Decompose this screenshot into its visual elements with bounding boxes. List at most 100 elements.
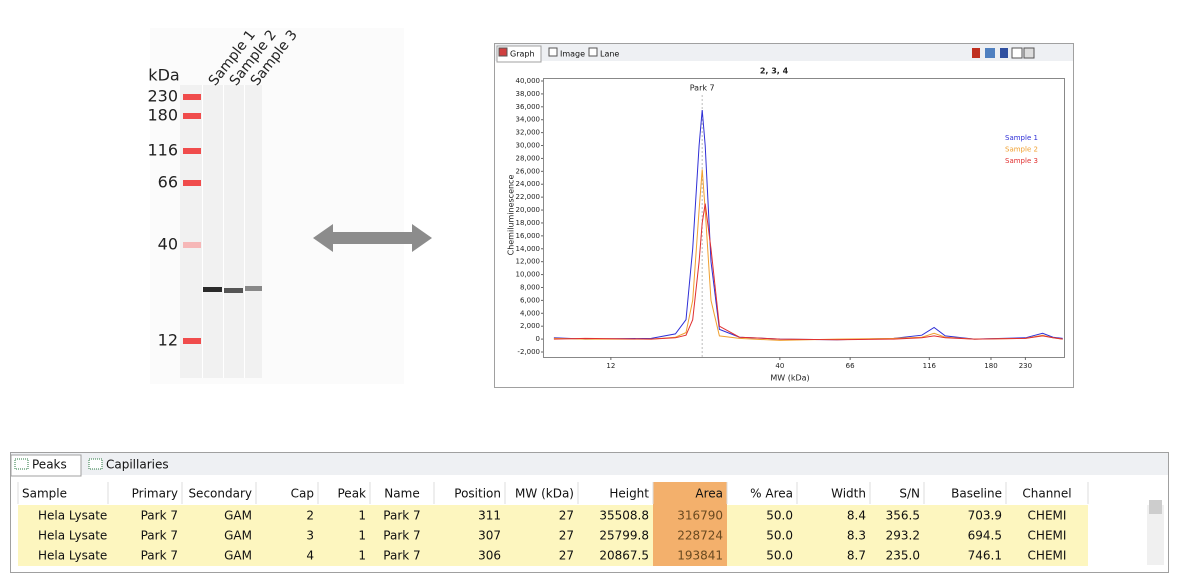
cell: Park 7 bbox=[141, 529, 178, 543]
tab-icon[interactable] bbox=[88, 458, 103, 470]
cell: Park 7 bbox=[141, 509, 178, 523]
cell: 27 bbox=[559, 509, 574, 523]
legend-entry: Sample 1 bbox=[1005, 134, 1038, 142]
column-header[interactable]: Width bbox=[831, 487, 866, 501]
y-axis-label: Chemiluminescence bbox=[507, 175, 516, 256]
tab[interactable]: Capillaries bbox=[106, 458, 169, 472]
column-header[interactable]: Peak bbox=[338, 487, 367, 501]
band bbox=[203, 287, 222, 292]
cell: 1 bbox=[358, 529, 366, 543]
y-tick-label: 10,000 bbox=[516, 271, 541, 279]
cell: GAM bbox=[224, 549, 252, 563]
y-tick-label: 2,000 bbox=[520, 322, 540, 330]
x-tick-label: 66 bbox=[846, 362, 855, 370]
column-header[interactable]: MW (kDa) bbox=[515, 487, 574, 501]
row-background bbox=[18, 505, 1088, 566]
cell: Park 7 bbox=[383, 509, 420, 523]
cell: 50.0 bbox=[766, 529, 793, 543]
cell: 1 bbox=[358, 549, 366, 563]
cell: 1 bbox=[358, 509, 366, 523]
cell: 4 bbox=[306, 549, 314, 563]
marker-label: 230 bbox=[147, 87, 178, 106]
cell: 3 bbox=[306, 529, 314, 543]
column-header[interactable]: Cap bbox=[291, 487, 314, 501]
y-tick-label: 8,000 bbox=[520, 283, 540, 291]
y-tick-label: 22,000 bbox=[516, 193, 541, 201]
y-tick-label: 6,000 bbox=[520, 296, 540, 304]
scroll-thumb[interactable] bbox=[1149, 500, 1162, 514]
column-header[interactable]: Position bbox=[454, 487, 501, 501]
cell: 228724 bbox=[677, 529, 723, 543]
column-header[interactable]: Area bbox=[695, 487, 723, 501]
marker-band bbox=[183, 113, 201, 119]
y-tick-label: -2,000 bbox=[517, 348, 540, 356]
x-tick-label: 40 bbox=[775, 362, 784, 370]
toolbar-icon[interactable] bbox=[972, 48, 980, 58]
toolbar-icon[interactable] bbox=[985, 48, 995, 58]
tab[interactable]: Lane bbox=[600, 50, 619, 59]
tab-icon[interactable] bbox=[14, 458, 29, 470]
cell: CHEMI bbox=[1028, 509, 1067, 523]
cell: 20867.5 bbox=[599, 549, 649, 563]
cell: CHEMI bbox=[1028, 549, 1067, 563]
cell: 235.0 bbox=[886, 549, 920, 563]
tab-icon[interactable] bbox=[588, 47, 598, 57]
lane-divider bbox=[244, 85, 245, 378]
marker-band bbox=[183, 338, 201, 344]
band bbox=[224, 288, 243, 293]
cell: 316790 bbox=[677, 509, 723, 523]
cell: 311 bbox=[478, 509, 501, 523]
cell: 8.3 bbox=[847, 529, 866, 543]
y-tick-label: 26,000 bbox=[516, 167, 541, 175]
legend-entry: Sample 2 bbox=[1005, 146, 1038, 154]
y-tick-label: 20,000 bbox=[516, 206, 541, 214]
y-tick-label: 38,000 bbox=[516, 90, 541, 98]
column-header[interactable]: % Area bbox=[750, 487, 793, 501]
cell: GAM bbox=[224, 529, 252, 543]
scrollbar[interactable] bbox=[1147, 505, 1164, 565]
cell: 293.2 bbox=[886, 529, 920, 543]
column-header[interactable]: Secondary bbox=[188, 487, 252, 501]
tab[interactable]: Peaks bbox=[32, 458, 67, 472]
marker-label: 12 bbox=[158, 331, 178, 350]
cell: Park 7 bbox=[141, 549, 178, 563]
toolbar-icon[interactable] bbox=[1023, 47, 1035, 59]
y-tick-label: 14,000 bbox=[516, 245, 541, 253]
cell: 50.0 bbox=[766, 549, 793, 563]
cell: 746.1 bbox=[968, 549, 1002, 563]
y-tick-label: 18,000 bbox=[516, 219, 541, 227]
cell: 8.4 bbox=[847, 509, 866, 523]
toolbar-icon[interactable] bbox=[1011, 47, 1023, 59]
toolbar-icon[interactable] bbox=[1000, 48, 1008, 58]
tab[interactable]: Graph bbox=[510, 50, 535, 59]
annotation: Park 7 bbox=[690, 84, 715, 93]
double-arrow bbox=[313, 224, 432, 252]
tab[interactable]: Image bbox=[560, 50, 585, 59]
x-tick-label: 230 bbox=[1019, 362, 1032, 370]
marker-band bbox=[183, 94, 201, 100]
cell: 694.5 bbox=[968, 529, 1002, 543]
tab-icon[interactable] bbox=[548, 47, 558, 57]
y-tick-label: 0 bbox=[536, 335, 540, 343]
marker-band bbox=[183, 148, 201, 154]
column-header[interactable]: Channel bbox=[1022, 487, 1071, 501]
y-tick-label: 4,000 bbox=[520, 309, 540, 317]
column-header[interactable]: Primary bbox=[132, 487, 178, 501]
y-tick-label: 36,000 bbox=[516, 103, 541, 111]
marker-label: 180 bbox=[147, 106, 178, 125]
column-header[interactable]: S/N bbox=[899, 487, 920, 501]
y-tick-label: 40,000 bbox=[516, 77, 541, 85]
column-header[interactable]: Sample bbox=[22, 487, 67, 501]
column-header[interactable]: Baseline bbox=[951, 487, 1002, 501]
gel bbox=[180, 85, 262, 378]
y-tick-label: 16,000 bbox=[516, 232, 541, 240]
y-tick-label: 30,000 bbox=[516, 142, 541, 150]
tab-active bbox=[496, 45, 542, 63]
tab-icon[interactable] bbox=[498, 47, 508, 57]
cell: Park 7 bbox=[383, 549, 420, 563]
column-header[interactable]: Height bbox=[609, 487, 649, 501]
column-header[interactable]: Name bbox=[384, 487, 419, 501]
cell: 306 bbox=[478, 549, 501, 563]
cell: Park 7 bbox=[383, 529, 420, 543]
